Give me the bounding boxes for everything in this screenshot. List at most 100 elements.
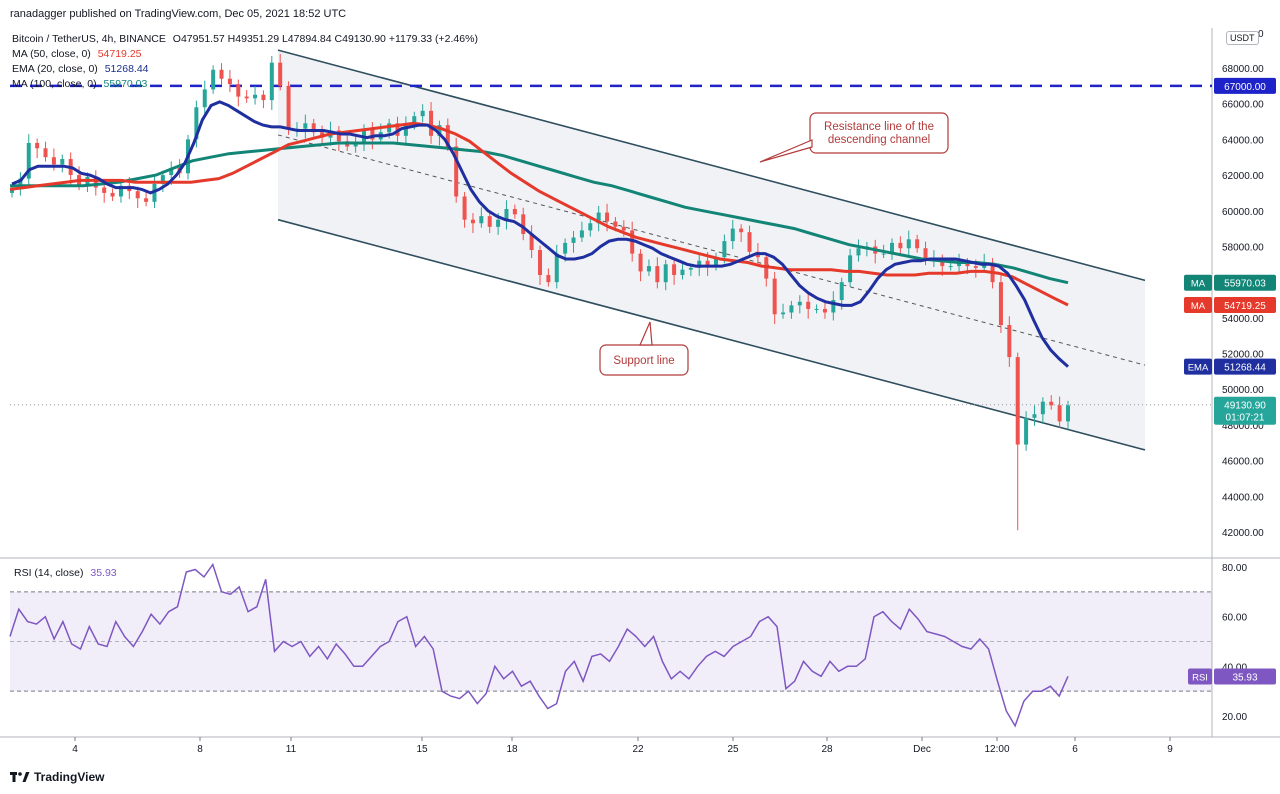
- candle-body: [839, 282, 844, 300]
- candle-body: [420, 110, 425, 117]
- time-tick-label: 28: [821, 744, 833, 755]
- time-tick-label: 12:00: [984, 744, 1009, 755]
- ma100-tag-value-bg[interactable]: [1214, 274, 1276, 291]
- candle-body: [1007, 324, 1012, 358]
- candle-body: [269, 62, 274, 101]
- candle-body: [370, 128, 375, 140]
- ma50-tag-value: 54719.25: [1224, 301, 1266, 312]
- candle-body: [739, 228, 744, 233]
- candle-body: [336, 130, 341, 142]
- tradingview-logo[interactable]: TradingView: [10, 770, 104, 784]
- candle-body: [462, 196, 467, 220]
- ma100-value: 55970.03: [103, 78, 148, 90]
- candle-body: [538, 250, 542, 276]
- currency-badge[interactable]: USDT: [1226, 31, 1259, 45]
- time-tick-label: 25: [727, 744, 739, 755]
- candle-body: [169, 167, 174, 176]
- symbol-label[interactable]: Bitcoin / TetherUS, 4h, BINANCE: [12, 33, 166, 45]
- candle-body: [663, 264, 668, 283]
- price-tick-label: 66000.00: [1222, 100, 1264, 111]
- candle-body: [1066, 405, 1070, 422]
- time-tick-label: 15: [416, 744, 428, 755]
- candle-body: [102, 187, 107, 193]
- candle-body: [571, 237, 576, 243]
- candle-body: [563, 242, 568, 254]
- candle-body: [26, 142, 31, 179]
- candle-body: [311, 123, 316, 133]
- candle-body: [998, 282, 1003, 325]
- time-tick-label: 18: [506, 744, 518, 755]
- annotation-resistance-line2: descending channel: [828, 134, 930, 146]
- candle-body: [579, 230, 584, 238]
- candle-body: [160, 175, 165, 184]
- candle-body: [797, 301, 802, 306]
- candle-body: [789, 305, 794, 313]
- candle-body: [898, 242, 903, 249]
- legend-ema20[interactable]: EMA (20, close, 0) 51268.44: [12, 63, 153, 75]
- ema20-tag-value-bg[interactable]: [1214, 358, 1276, 375]
- legend-ma50[interactable]: MA (50, close, 0) 54719.25: [12, 48, 146, 60]
- ema20-line[interactable]: [11, 100, 1069, 368]
- ma50-tag-name-bg[interactable]: [1184, 297, 1212, 314]
- ma50-line[interactable]: [9, 121, 1069, 307]
- ema20-tag-value: 51268.44: [1224, 363, 1266, 374]
- level-price-tag-bg[interactable]: [1214, 77, 1276, 94]
- last-price-tag: 49130.90: [1224, 401, 1266, 412]
- candle-body: [487, 216, 492, 227]
- candle-body: [10, 189, 14, 193]
- price-tick-label: 48000.00: [1222, 421, 1264, 432]
- legend-ma100[interactable]: MA (100, close, 0) 55970.03: [12, 78, 151, 90]
- candle-body: [621, 226, 626, 231]
- time-tick-label: 4: [72, 744, 78, 755]
- last-price-tag-bg[interactable]: [1214, 396, 1276, 425]
- candle-body: [521, 214, 526, 234]
- price-tick-label: 44000.00: [1222, 492, 1264, 503]
- candle-body: [948, 266, 953, 268]
- candle-body: [906, 239, 911, 249]
- time-tick-label: 6: [1072, 744, 1078, 755]
- price-tick-label: 46000.00: [1222, 457, 1264, 468]
- candle-body: [672, 264, 677, 276]
- ma50-tag-value-bg[interactable]: [1214, 297, 1276, 314]
- candle-body: [412, 116, 417, 126]
- rsi-tag-name-bg[interactable]: [1188, 668, 1212, 685]
- candle-body: [546, 275, 551, 283]
- rsi-tag-value-bg[interactable]: [1214, 668, 1276, 685]
- annotation-resistance-box[interactable]: [809, 112, 949, 154]
- rsi-band: [10, 591, 1212, 692]
- ma100-tag-name: MA: [1191, 279, 1206, 290]
- ma100-tag-name-bg[interactable]: [1184, 274, 1212, 291]
- ema20-label: EMA (20, close, 0): [12, 63, 98, 75]
- candle-body: [194, 107, 199, 140]
- price-tick-label: 42000.00: [1222, 528, 1264, 539]
- rsi-line[interactable]: [9, 562, 1069, 728]
- candle-body: [110, 192, 115, 197]
- candle-body: [772, 278, 777, 315]
- candle-body: [135, 191, 140, 199]
- candle-body: [278, 62, 283, 86]
- price-tick-label: 54000.00: [1222, 314, 1264, 325]
- support-line[interactable]: [277, 218, 1146, 451]
- candle-body: [923, 248, 928, 259]
- candle-body: [705, 260, 710, 267]
- candle-body: [496, 219, 501, 227]
- candle-body: [831, 300, 836, 313]
- candle-body: [219, 69, 224, 79]
- candle-body: [35, 142, 40, 149]
- rsi-label: RSI (14, close): [14, 567, 84, 579]
- ema20-tag-name-bg[interactable]: [1184, 358, 1212, 375]
- candle-body: [353, 142, 358, 147]
- candle-body: [437, 125, 442, 136]
- candle-body: [403, 125, 408, 136]
- ma100-tag-value: 55970.03: [1224, 279, 1266, 290]
- ma50-value: 54719.25: [97, 48, 142, 60]
- resistance-line[interactable]: [277, 49, 1146, 282]
- time-tick-label: Dec: [913, 744, 931, 755]
- candle-body: [605, 212, 610, 222]
- price-tick-label: 50000.00: [1222, 385, 1264, 396]
- legend-rsi[interactable]: RSI (14, close) 35.93: [14, 567, 121, 579]
- candle-body: [1040, 401, 1045, 415]
- candle-body: [890, 242, 894, 254]
- candle-body: [973, 266, 978, 268]
